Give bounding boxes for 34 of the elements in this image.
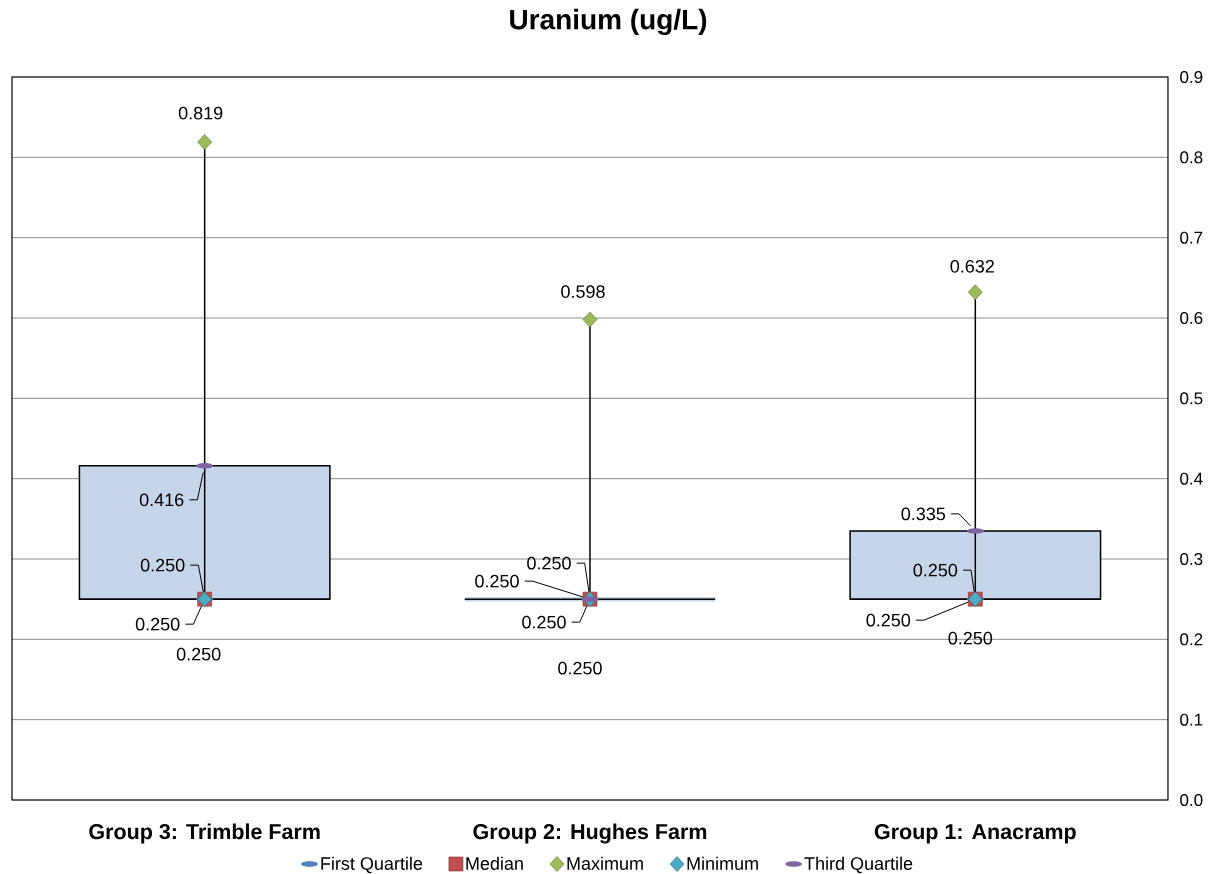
data-label: 0.250 [135, 617, 180, 631]
y-tick-label: 0.3 [1180, 552, 1203, 566]
x-tick-label: Group 3: Trimble Farm [89, 823, 320, 844]
data-label: 0.250 [140, 558, 185, 572]
legend-label: Third Quartile [804, 856, 913, 874]
y-tick-label: 0.4 [1180, 472, 1203, 485]
chart-title: Uranium (ug/L) [510, 8, 707, 36]
data-label: 0.250 [475, 574, 519, 588]
data-label: 0.335 [901, 507, 946, 521]
legend-label: First Quartile [321, 856, 423, 874]
y-tick-label: 0.9 [1180, 70, 1203, 84]
y-tick-label: 0.5 [1180, 392, 1203, 405]
data-label: 0.416 [139, 493, 184, 507]
y-tick-label: 0.8 [1180, 151, 1203, 164]
legend-label: Median [466, 856, 523, 870]
x-tick-label: Group 1: Anacramp [874, 823, 1076, 844]
y-tick-label: 0.2 [1180, 633, 1203, 646]
data-label: 0.632 [950, 259, 994, 273]
data-label: 0.598 [561, 285, 605, 298]
x-tick-label: Group 2: Hughes Farm [473, 823, 707, 844]
data-label: 0.250 [558, 661, 602, 675]
data-label: 0.250 [176, 647, 221, 661]
annotation: 0.250 [522, 615, 566, 629]
y-tick-label: 0.0 [1180, 793, 1203, 807]
data-label: 0.250 [866, 613, 911, 627]
y-tick-label: 0.1 [1180, 713, 1203, 726]
data-label: 0.250 [527, 556, 571, 570]
legend-label: Minimum [687, 856, 758, 870]
y-tick-label: 0.7 [1180, 231, 1203, 244]
data-label: 0.250 [948, 631, 993, 645]
data-label: 0.250 [913, 563, 958, 577]
legend-label: Maximum [567, 856, 643, 870]
y-tick-label: 0.6 [1180, 311, 1203, 325]
data-label: 0.819 [178, 106, 223, 120]
